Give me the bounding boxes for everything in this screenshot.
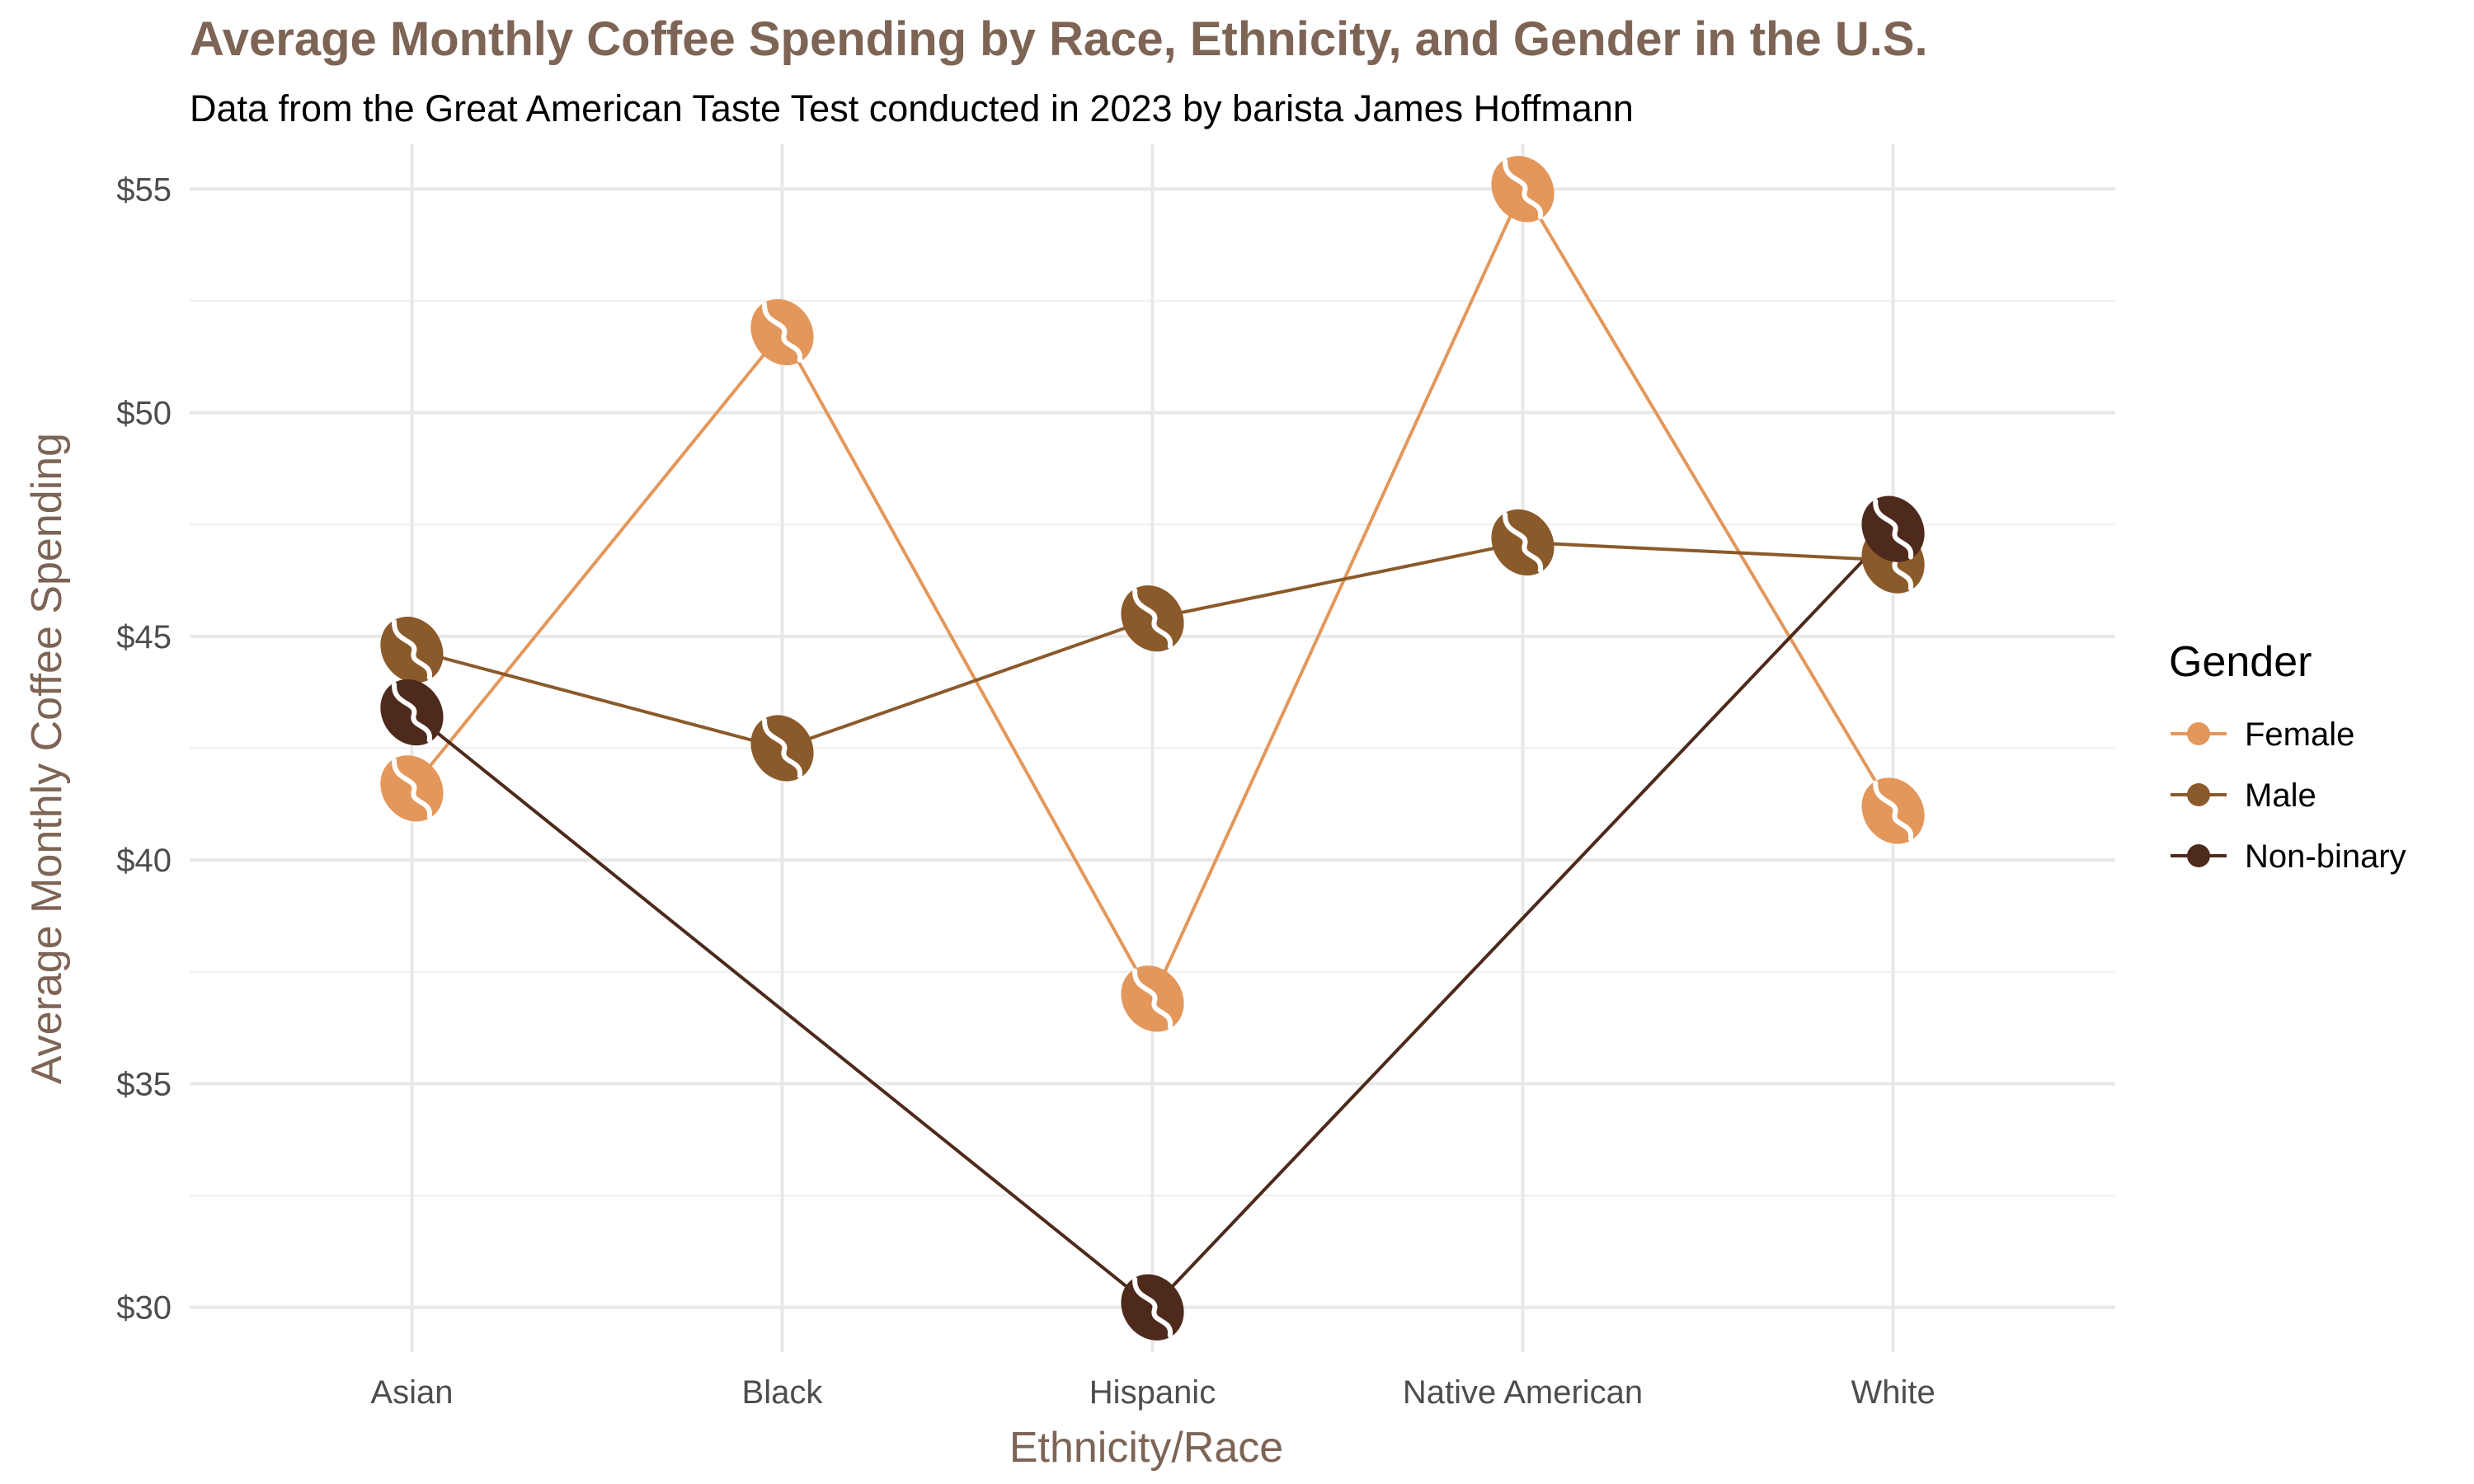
chart-title: Average Monthly Coffee Spending by Race,… bbox=[190, 12, 1928, 66]
x-tick-label: White bbox=[1851, 1374, 1935, 1411]
y-tick-label: $45 bbox=[116, 619, 172, 655]
data-point-bean bbox=[380, 679, 444, 746]
data-point-bean bbox=[750, 715, 814, 782]
legend: Gender Female Male Non-binary bbox=[2169, 638, 2406, 875]
data-point-bean bbox=[750, 298, 814, 366]
legend-key-icon bbox=[2187, 722, 2210, 745]
y-tick-label: $40 bbox=[116, 843, 172, 879]
data-point-bean bbox=[1491, 156, 1554, 223]
data-point-bean bbox=[1121, 585, 1184, 652]
y-tick-label: $55 bbox=[116, 171, 172, 208]
legend-label: Non-binary bbox=[2245, 838, 2406, 875]
grid-lines bbox=[190, 144, 2115, 1352]
legend-item-male: Male bbox=[2171, 777, 2316, 814]
y-tick-label: $35 bbox=[116, 1066, 172, 1102]
data-point-bean bbox=[1491, 509, 1554, 576]
y-tick-label: $30 bbox=[116, 1290, 172, 1327]
legend-key-icon bbox=[2187, 844, 2210, 867]
x-axis-ticks: Asian Black Hispanic Native American White bbox=[370, 1374, 1935, 1411]
x-tick-label: Black bbox=[742, 1374, 824, 1411]
y-axis-title: Average Monthly Coffee Spending bbox=[23, 433, 71, 1084]
x-tick-label: Hispanic bbox=[1089, 1374, 1216, 1411]
legend-title: Gender bbox=[2169, 638, 2312, 686]
chart-subtitle: Data from the Great American Taste Test … bbox=[190, 87, 1634, 129]
data-point-bean bbox=[1861, 495, 1925, 562]
x-tick-label: Native American bbox=[1403, 1374, 1643, 1411]
legend-label: Female bbox=[2245, 716, 2354, 753]
legend-label: Male bbox=[2245, 777, 2316, 814]
data-point-bean bbox=[1121, 965, 1184, 1032]
data-point-bean bbox=[380, 755, 444, 822]
legend-item-female: Female bbox=[2171, 716, 2354, 753]
data-point-bean bbox=[1861, 777, 1925, 844]
y-axis-ticks: $30 $35 $40 $45 $50 $55 bbox=[116, 171, 172, 1326]
y-tick-label: $50 bbox=[116, 396, 172, 432]
data-points bbox=[380, 156, 1925, 1341]
x-tick-label: Asian bbox=[370, 1374, 453, 1411]
x-axis-title: Ethnicity/Race bbox=[1009, 1424, 1283, 1472]
legend-item-non-binary: Non-binary bbox=[2171, 838, 2406, 875]
data-point-bean bbox=[1121, 1274, 1184, 1341]
legend-key-icon bbox=[2187, 783, 2210, 806]
data-point-bean bbox=[380, 617, 444, 683]
